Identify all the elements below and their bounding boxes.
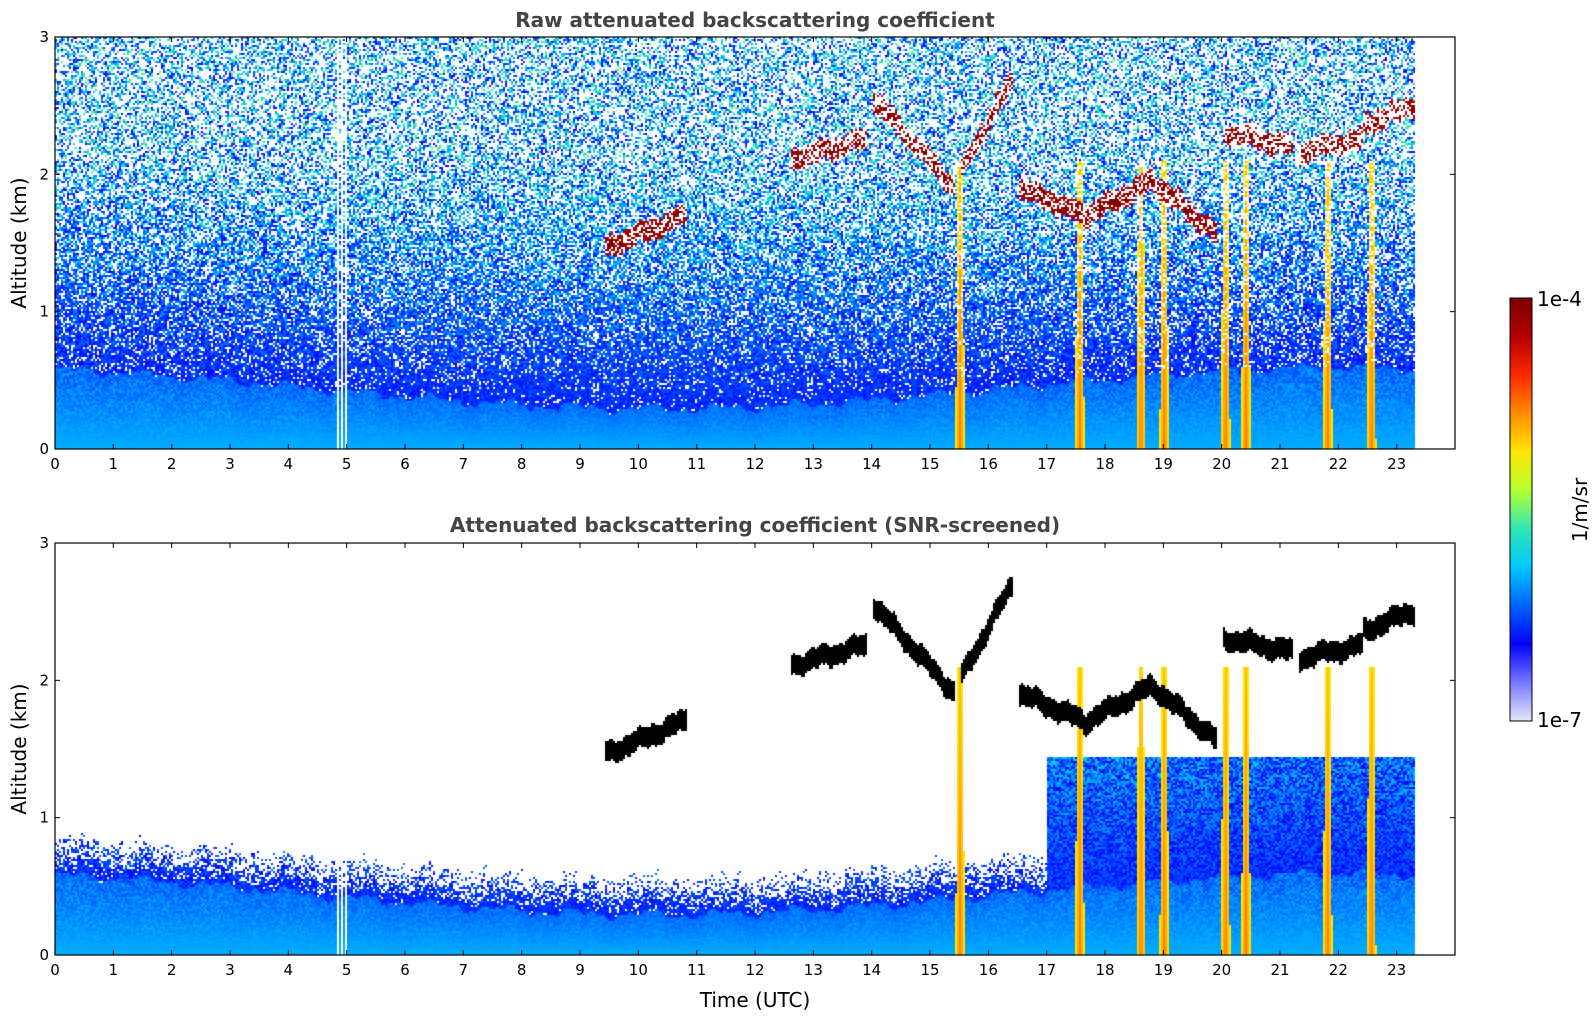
x-tick-label: 15 <box>920 455 939 473</box>
x-tick-label: 19 <box>1154 961 1173 979</box>
x-tick-label: 9 <box>575 961 585 979</box>
x-tick-label: 16 <box>979 961 998 979</box>
x-tick-label: 6 <box>400 455 410 473</box>
raw-backscatter-panel: Raw attenuated backscattering coefficien… <box>7 8 1456 473</box>
x-tick-label: 18 <box>1095 961 1114 979</box>
x-tick-label: 12 <box>745 455 764 473</box>
x-tick-label: 15 <box>920 961 939 979</box>
x-tick-label: 8 <box>517 455 527 473</box>
screened-panel-xlabel: Time (UTC) <box>699 988 811 1012</box>
y-tick-label: 0 <box>39 946 49 964</box>
x-tick-label: 20 <box>1212 455 1231 473</box>
screened-panel-axes: 0 1 2 3 4 5 6 7 8 9 10 11 12 13 14 15 16 17 18 19 20 21 22 2301… <box>39 534 1455 979</box>
screened-panel-ylabel: Altitude (km) <box>7 683 31 814</box>
screened-panel-title: Attenuated backscattering coefficient (S… <box>450 513 1060 537</box>
x-tick-label: 17 <box>1037 961 1056 979</box>
x-tick-label: 0 <box>50 961 60 979</box>
screened-panel-heatmap <box>55 543 1455 955</box>
y-tick-label: 0 <box>39 440 49 458</box>
y-tick-label: 3 <box>39 28 49 46</box>
x-tick-label: 14 <box>862 961 881 979</box>
x-tick-label: 20 <box>1212 961 1231 979</box>
x-tick-label: 10 <box>629 455 648 473</box>
colorbar-unit-label: 1/m/sr <box>1568 477 1592 542</box>
x-tick-label: 22 <box>1329 455 1348 473</box>
x-tick-label: 6 <box>400 961 410 979</box>
x-tick-label: 13 <box>804 455 823 473</box>
x-tick-label: 17 <box>1037 455 1056 473</box>
x-tick-label: 14 <box>862 455 881 473</box>
x-tick-label: 18 <box>1095 455 1114 473</box>
x-tick-label: 5 <box>342 455 352 473</box>
x-tick-label: 2 <box>167 455 177 473</box>
x-tick-label: 9 <box>575 455 585 473</box>
raw-panel-heatmap <box>55 37 1455 449</box>
screened-backscatter-panel: Attenuated backscattering coefficient (S… <box>7 513 1456 1012</box>
x-tick-label: 3 <box>225 455 235 473</box>
y-tick-label: 2 <box>39 671 49 689</box>
colorbar-min-label: 1e-7 <box>1537 708 1582 732</box>
colorbar-gradient <box>1509 297 1533 722</box>
x-tick-label: 7 <box>459 455 469 473</box>
x-tick-label: 1 <box>109 961 119 979</box>
x-tick-label: 16 <box>979 455 998 473</box>
x-tick-label: 4 <box>284 455 294 473</box>
colorbar-max-label: 1e-4 <box>1537 287 1582 311</box>
y-tick-label: 1 <box>39 303 49 321</box>
x-tick-label: 21 <box>1270 961 1289 979</box>
x-tick-label: 11 <box>687 961 706 979</box>
x-tick-label: 2 <box>167 961 177 979</box>
x-tick-label: 0 <box>50 455 60 473</box>
x-tick-label: 13 <box>804 961 823 979</box>
x-tick-label: 23 <box>1387 455 1406 473</box>
raw-panel-ylabel: Altitude (km) <box>7 177 31 308</box>
x-tick-label: 10 <box>629 961 648 979</box>
x-tick-label: 23 <box>1387 961 1406 979</box>
x-tick-label: 3 <box>225 961 235 979</box>
y-tick-label: 1 <box>39 809 49 827</box>
x-tick-label: 12 <box>745 961 764 979</box>
colorbar: 1e-4 1e-7 1/m/sr <box>1509 287 1592 732</box>
x-tick-label: 19 <box>1154 455 1173 473</box>
raw-panel-axes: 0 1 2 3 4 5 6 7 8 9 10 11 12 13 14 15 16 17 18 19 20 21 22 2301… <box>39 28 1455 473</box>
x-tick-label: 7 <box>459 961 469 979</box>
x-tick-label: 4 <box>284 961 294 979</box>
y-tick-label: 3 <box>39 534 49 552</box>
x-tick-label: 11 <box>687 455 706 473</box>
y-tick-label: 2 <box>39 165 49 183</box>
x-tick-label: 1 <box>109 455 119 473</box>
x-tick-label: 21 <box>1270 455 1289 473</box>
x-tick-label: 8 <box>517 961 527 979</box>
raw-panel-title: Raw attenuated backscattering coefficien… <box>515 8 995 32</box>
x-tick-label: 22 <box>1329 961 1348 979</box>
x-tick-label: 5 <box>342 961 352 979</box>
